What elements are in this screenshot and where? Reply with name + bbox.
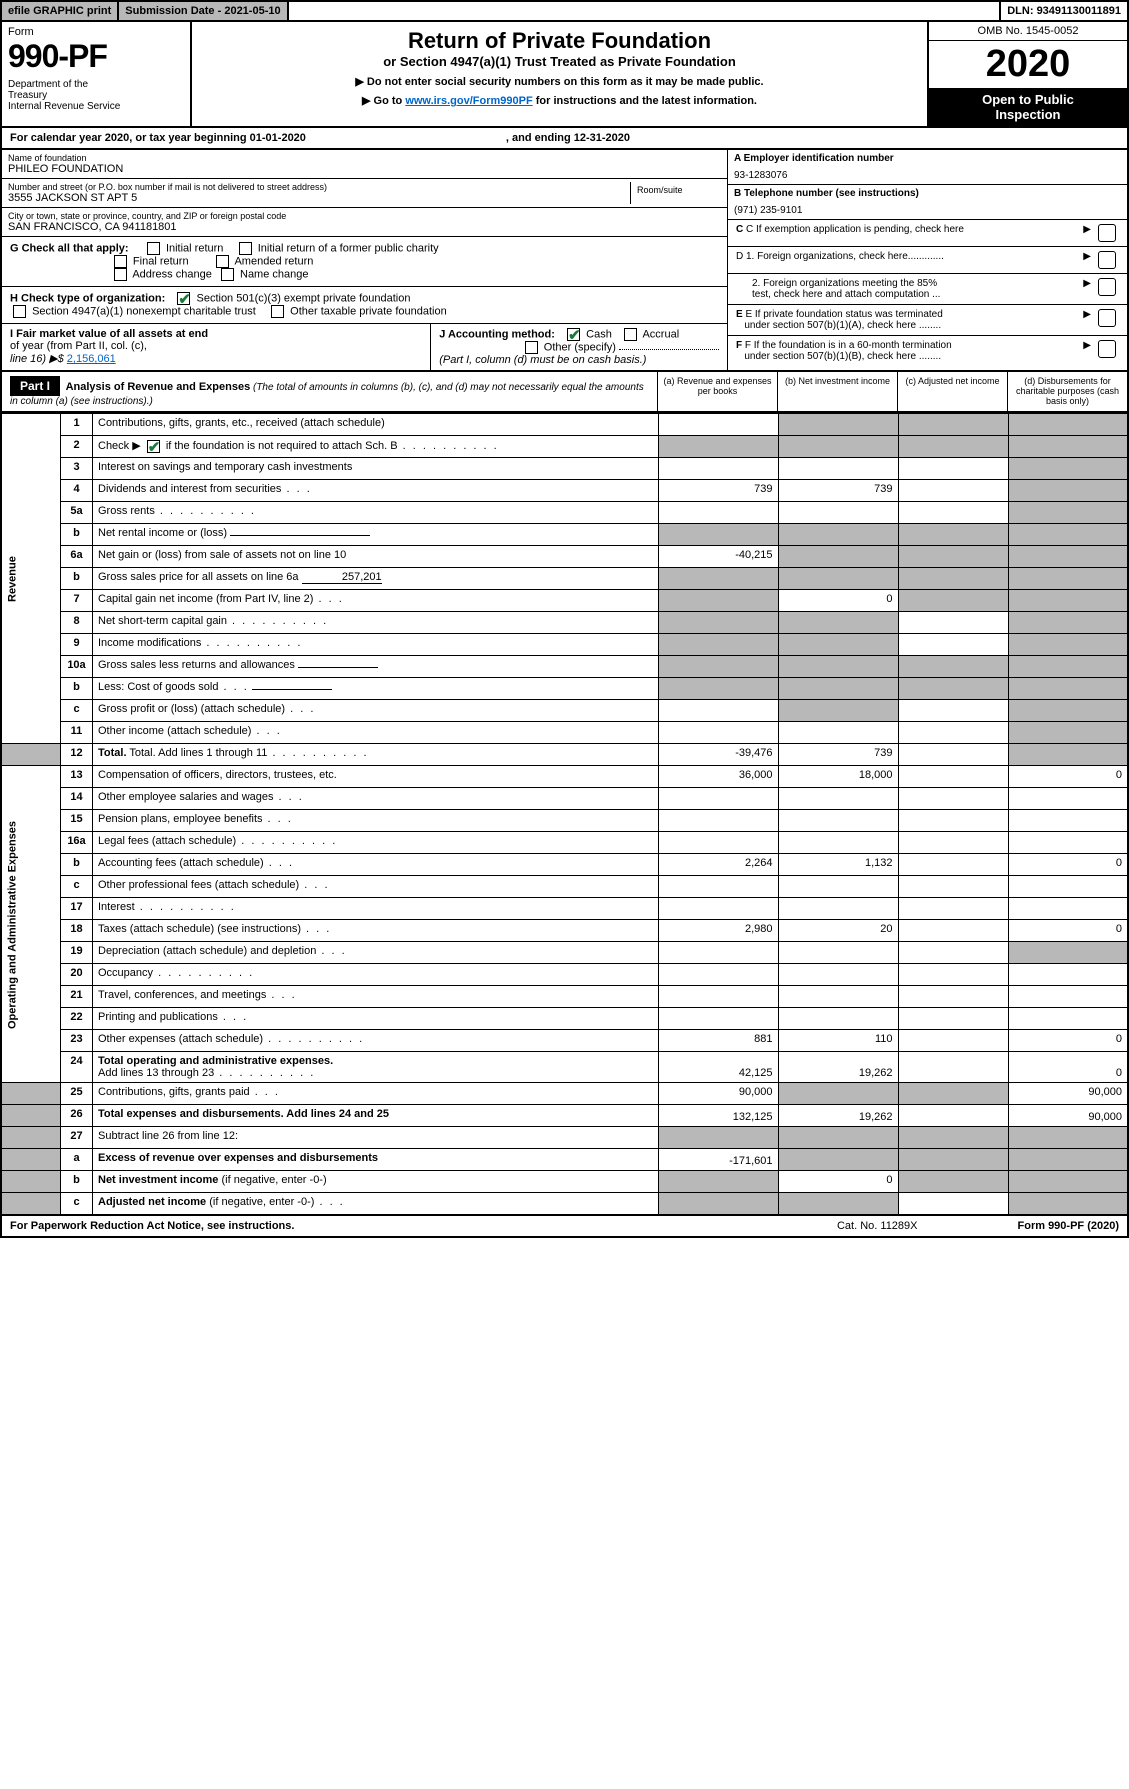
ein-row: A Employer identification number 93-1283… bbox=[728, 150, 1127, 185]
checkbox-initial[interactable] bbox=[147, 242, 160, 255]
d2-row: 2. Foreign organizations meeting the 85%… bbox=[728, 274, 1127, 305]
tax-year: 2020 bbox=[929, 41, 1127, 88]
h-section: H Check type of organization: Section 50… bbox=[2, 287, 727, 324]
dln: DLN: 93491130011891 bbox=[999, 2, 1127, 20]
form-number: 990-PF bbox=[8, 38, 184, 75]
d1-row: D 1. Foreign organizations, check here..… bbox=[728, 247, 1127, 274]
form-subtitle: or Section 4947(a)(1) Trust Treated as P… bbox=[198, 54, 921, 69]
fmv-value: 2,156,061 bbox=[67, 353, 116, 365]
checkbox-addr-change[interactable] bbox=[114, 268, 127, 281]
address-row: Number and street (or P.O. box number if… bbox=[2, 179, 727, 208]
calendar-year-row: For calendar year 2020, or tax year begi… bbox=[0, 128, 1129, 150]
instruction-2: ▶ Go to www.irs.gov/Form990PF for instru… bbox=[198, 94, 921, 107]
checkbox-final[interactable] bbox=[114, 255, 127, 268]
checkbox-f[interactable] bbox=[1098, 340, 1116, 358]
submission-date: Submission Date - 2021-05-10 bbox=[119, 2, 288, 20]
checkbox-e[interactable] bbox=[1098, 309, 1116, 327]
info-block: Name of foundation PHILEO FOUNDATION Num… bbox=[0, 150, 1129, 372]
header-block: Form 990-PF Department of theTreasuryInt… bbox=[0, 22, 1129, 128]
irs-link[interactable]: www.irs.gov/Form990PF bbox=[405, 95, 532, 107]
accounting-method: J Accounting method: Cash Accrual Other … bbox=[430, 324, 727, 370]
checkbox-initial-public[interactable] bbox=[239, 242, 252, 255]
form-title: Return of Private Foundation bbox=[198, 28, 921, 54]
checkbox-d2[interactable] bbox=[1098, 278, 1116, 296]
checkbox-d1[interactable] bbox=[1098, 251, 1116, 269]
instruction-1: ▶ Do not enter social security numbers o… bbox=[198, 75, 921, 88]
col-b-header: (b) Net investment income bbox=[777, 372, 897, 411]
f-row: F F If the foundation is in a 60-month t… bbox=[728, 336, 1127, 366]
city-row: City or town, state or province, country… bbox=[2, 208, 727, 237]
telephone-row: B Telephone number (see instructions) (9… bbox=[728, 185, 1127, 220]
form-label: Form bbox=[8, 26, 184, 38]
checkbox-4947[interactable] bbox=[13, 305, 26, 318]
revenue-label: Revenue bbox=[1, 414, 61, 744]
dept-treasury: Department of theTreasuryInternal Revenu… bbox=[8, 79, 184, 112]
g-section: G Check all that apply: Initial return I… bbox=[2, 237, 727, 287]
checkbox-name-change[interactable] bbox=[221, 268, 234, 281]
checkbox-other-taxable[interactable] bbox=[271, 305, 284, 318]
omb-number: OMB No. 1545-0052 bbox=[929, 22, 1127, 41]
col-d-header: (d) Disbursements for charitable purpose… bbox=[1007, 372, 1127, 411]
efile-label: efile GRAPHIC print bbox=[2, 2, 119, 20]
inspection-notice: Open to PublicInspection bbox=[929, 88, 1127, 126]
checkbox-cash[interactable] bbox=[567, 328, 580, 341]
checkbox-c[interactable] bbox=[1098, 224, 1116, 242]
checkbox-schB[interactable] bbox=[147, 440, 160, 453]
footer: For Paperwork Reduction Act Notice, see … bbox=[0, 1216, 1129, 1238]
c-exemption-row: C C If exemption application is pending,… bbox=[728, 220, 1127, 247]
part1-header-row: Part I Analysis of Revenue and Expenses … bbox=[0, 372, 1129, 413]
expenses-label: Operating and Administrative Expenses bbox=[1, 766, 61, 1083]
main-table: Revenue 1Contributions, gifts, grants, e… bbox=[0, 413, 1129, 1216]
checkbox-amended[interactable] bbox=[216, 255, 229, 268]
checkbox-other-method[interactable] bbox=[525, 341, 538, 354]
e-row: E E If private foundation status was ter… bbox=[728, 305, 1127, 336]
part1-badge: Part I bbox=[10, 376, 60, 396]
foundation-name-row: Name of foundation PHILEO FOUNDATION bbox=[2, 150, 727, 179]
col-a-header: (a) Revenue and expenses per books bbox=[657, 372, 777, 411]
checkbox-501c3[interactable] bbox=[177, 292, 190, 305]
fmv-section: I Fair market value of all assets at end… bbox=[2, 324, 430, 370]
room-suite: Room/suite bbox=[631, 182, 721, 204]
col-c-header: (c) Adjusted net income bbox=[897, 372, 1007, 411]
top-bar: efile GRAPHIC print Submission Date - 20… bbox=[0, 0, 1129, 22]
checkbox-accrual[interactable] bbox=[624, 328, 637, 341]
